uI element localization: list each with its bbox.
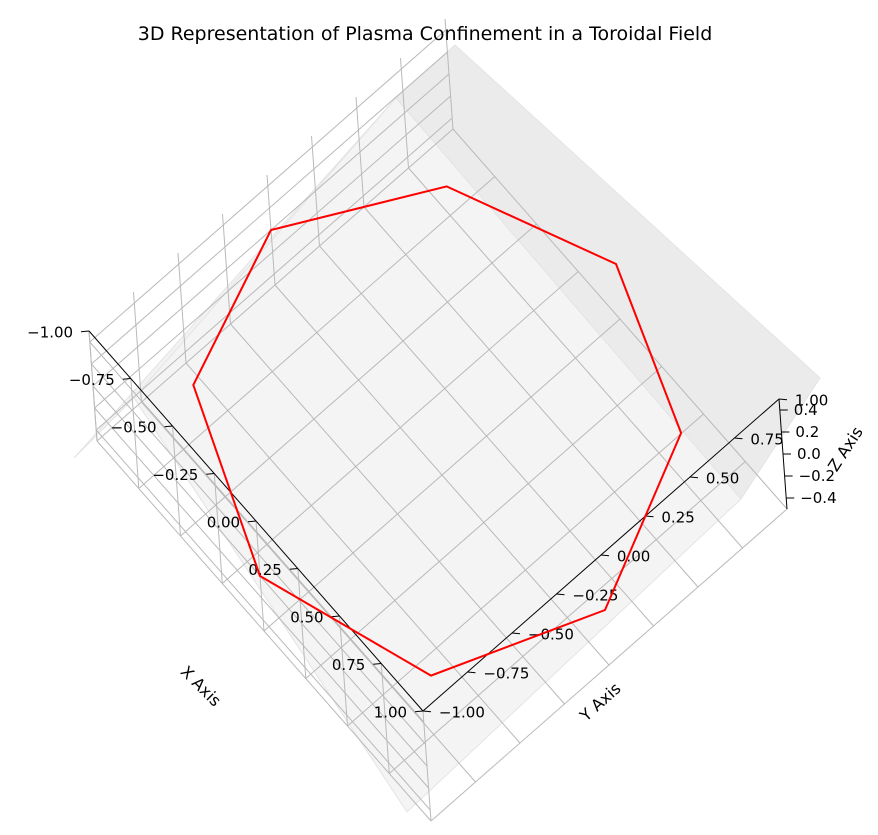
grid-line-floor-y [274, 284, 610, 666]
grid-line-floor-y [185, 362, 521, 744]
grid-line-wall-z [94, 407, 429, 789]
y-tick-mark [511, 632, 521, 635]
x-tick-mark [373, 663, 382, 665]
axes: −1.00 −0.75 −0.50 −0.25 0.00 0.25 0.50 0.75 1.00… [27, 324, 837, 722]
grid-line-floor-y [452, 128, 788, 510]
y-tick-mark [689, 476, 699, 479]
x-tick-mark [247, 520, 257, 523]
x-tick-mark [206, 473, 215, 475]
grid-line-floor-y [408, 167, 743, 549]
grid-line-floor-y [141, 401, 476, 783]
y-tick-label: −0.50 [528, 626, 574, 644]
y-tick-label: −0.75 [483, 665, 529, 683]
y-tick-label: 0.00 [617, 548, 650, 566]
grid-line-wall-z [89, 341, 425, 723]
y-axis-title: Y Axis [575, 679, 624, 726]
data-layer [192, 185, 683, 677]
y-tick-mark [467, 671, 476, 674]
x-tick-label: 0.75 [332, 656, 365, 674]
grid-line-wall-z [95, 117, 453, 431]
z-tick-label: 0.0 [797, 445, 821, 463]
y-tick-mark [645, 515, 654, 518]
grid-line-wall-z [89, 29, 447, 343]
y-tick-label: 0.75 [750, 431, 783, 449]
x-tick-mark [331, 615, 340, 618]
x-tick-label: 1.00 [374, 704, 407, 722]
grid-line-floor-y [96, 440, 432, 822]
z-axis-title: Z Axis [824, 423, 867, 475]
x-tick-label: −0.50 [111, 419, 157, 437]
x-tick-mark [414, 710, 424, 713]
back-panes [73, 44, 821, 813]
x-tick-mark [122, 378, 131, 380]
grid-line-wall-z [94, 95, 451, 409]
y-tick-label: 0.25 [661, 509, 694, 527]
x-tick-label: −0.75 [69, 371, 115, 389]
y-tick-label: 0.50 [706, 470, 739, 488]
grid-line-floor-y [230, 323, 565, 705]
x-tick-label: 0.25 [248, 561, 281, 579]
grid-line-wall-z [91, 51, 448, 365]
y-tick-mark [600, 554, 610, 557]
x-tick-mark [164, 425, 173, 428]
x-tick-mark [80, 330, 90, 333]
grid-line-wall-z [91, 363, 426, 745]
z-tick-label: −0.4 [800, 489, 836, 507]
x-tick-mark [289, 568, 298, 570]
data-line-series-0 [192, 185, 683, 677]
z-tick-label: 0.4 [794, 401, 818, 419]
chart-title: 3D Representation of Plasma Confinement … [138, 23, 713, 45]
z-tick-label: 0.2 [795, 423, 819, 441]
grid-line-wall-z [95, 429, 431, 811]
y-tick-mark [734, 437, 743, 440]
x-tick-label: 0.00 [207, 514, 240, 532]
y-tick-mark [422, 710, 432, 713]
x-axis-title: X Axis [177, 662, 225, 710]
grid-lines [88, 18, 788, 822]
y-tick-label: −0.25 [572, 587, 618, 605]
x-tick-label: 0.50 [290, 609, 323, 627]
z-tick-label: −0.2 [799, 467, 835, 485]
pane-floor [133, 97, 742, 813]
y-tick-mark [778, 398, 788, 401]
x-tick-label: −1.00 [27, 324, 73, 342]
y-tick-mark [556, 593, 565, 596]
y-tick-label: −1.00 [439, 704, 485, 722]
x-tick-label: −0.25 [152, 466, 198, 484]
y-tick-label: 1.00 [795, 392, 828, 410]
grid-line-floor-y [319, 245, 654, 627]
